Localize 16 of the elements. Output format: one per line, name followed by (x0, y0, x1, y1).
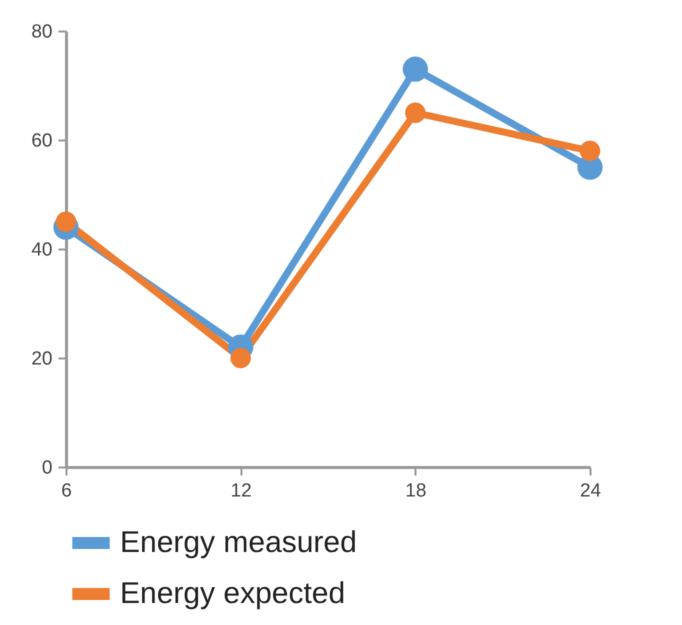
x-tick-label: 18 (405, 480, 426, 502)
point (230, 348, 251, 368)
point (405, 102, 426, 123)
x-tick-label: 6 (61, 480, 72, 502)
y-tick-label: 60 (31, 130, 52, 152)
legend-label: Energy measured (120, 526, 357, 559)
y-tick-label: 80 (31, 22, 52, 42)
x-tick-label: 12 (230, 480, 252, 502)
point (580, 140, 600, 162)
x-tick-label: 24 (580, 480, 602, 502)
y-tick-label: 20 (31, 348, 52, 370)
y-tick-label: 40 (31, 240, 52, 260)
point (402, 56, 428, 82)
point (56, 212, 76, 232)
y-tick-label: 0 (42, 458, 52, 478)
legend-label: Energy expected (120, 577, 346, 610)
